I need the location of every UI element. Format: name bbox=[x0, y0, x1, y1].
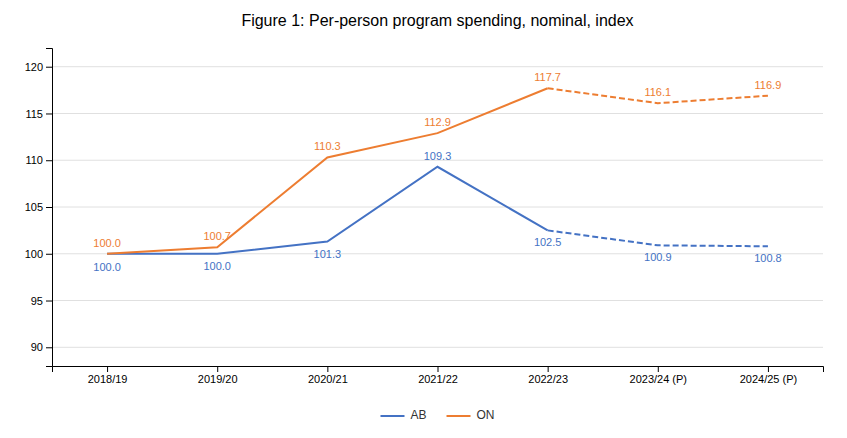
tick-label: 2024/25 (P) bbox=[740, 373, 797, 385]
series-line bbox=[107, 167, 548, 254]
tick-mark bbox=[46, 207, 52, 208]
tick: 115 bbox=[25, 107, 52, 119]
tick-label: 95 bbox=[31, 295, 43, 307]
tick: 2020/21 bbox=[308, 366, 348, 385]
data-label: 112.9 bbox=[424, 116, 451, 128]
tick-label: 120 bbox=[25, 61, 43, 73]
tick-label: 110 bbox=[25, 154, 43, 166]
tick: 2021/22 bbox=[418, 366, 458, 385]
tick: 2019/20 bbox=[198, 366, 238, 385]
legend: AB ON bbox=[380, 408, 494, 422]
axis-line bbox=[46, 49, 53, 367]
lines bbox=[107, 88, 768, 254]
tick-label: 2018/19 bbox=[88, 373, 128, 385]
tick-label: 2020/21 bbox=[308, 373, 348, 385]
legend-item: ON bbox=[447, 408, 495, 422]
grid-line bbox=[52, 66, 823, 67]
legend-item: AB bbox=[380, 408, 426, 422]
tick: 95 bbox=[31, 295, 52, 307]
data-label: 100.0 bbox=[203, 260, 231, 272]
y-axis: 90 95 100 105 110 115 120 bbox=[25, 49, 53, 367]
tick-label: 2021/22 bbox=[418, 373, 458, 385]
tick: 120 bbox=[25, 61, 52, 73]
tick-mark bbox=[107, 366, 108, 372]
grid bbox=[52, 67, 823, 348]
data-label: 100.0 bbox=[93, 237, 121, 249]
data-label: 117.7 bbox=[534, 71, 561, 83]
tick: 2023/24 (P) bbox=[630, 366, 687, 385]
tick-mark bbox=[438, 366, 439, 372]
tick-mark bbox=[327, 366, 328, 372]
data-label: 110.3 bbox=[314, 140, 341, 152]
tick-mark bbox=[46, 160, 52, 161]
legend-label: AB bbox=[410, 408, 426, 422]
data-label: 100.0 bbox=[93, 261, 121, 273]
tick-mark bbox=[658, 366, 659, 372]
grid-line bbox=[52, 347, 823, 348]
legend-swatch bbox=[447, 415, 471, 417]
tick-label: 90 bbox=[31, 341, 43, 353]
tick-label: 105 bbox=[25, 201, 43, 213]
grid-line bbox=[52, 207, 823, 208]
tick-mark bbox=[46, 301, 52, 302]
tick-mark bbox=[548, 366, 549, 372]
tick: 105 bbox=[25, 201, 52, 213]
tick-label: 2023/24 (P) bbox=[630, 373, 687, 385]
data-label: 101.3 bbox=[314, 248, 342, 260]
tick-mark bbox=[768, 366, 769, 372]
data-label: 100.9 bbox=[644, 251, 672, 263]
tick-label: 2022/23 bbox=[528, 373, 568, 385]
tick-label: 115 bbox=[25, 107, 43, 119]
x-axis: 2018/19 2019/20 2020/21 2021/22 2022/23 2023/… bbox=[53, 366, 824, 385]
tick-mark bbox=[46, 67, 52, 68]
grid-line bbox=[52, 300, 823, 301]
tick-label: 100 bbox=[25, 248, 43, 260]
tick: 2018/19 bbox=[88, 366, 128, 385]
tick-mark bbox=[46, 347, 52, 348]
tick-mark bbox=[46, 113, 52, 114]
chart: 90 95 100 105 110 115 120 2018/19 2019/20 2020/21… bbox=[0, 0, 847, 438]
legend-label: ON bbox=[477, 408, 495, 422]
tick-mark bbox=[217, 366, 218, 372]
tick: 110 bbox=[25, 154, 52, 166]
axis-line bbox=[53, 367, 824, 373]
data-label: 100.7 bbox=[203, 230, 231, 242]
data-labels: 100.0 100.0 101.3 109.3 102.5 100.9 100.8 100.0… bbox=[93, 71, 781, 273]
data-label: 109.3 bbox=[424, 150, 452, 162]
legend-swatch bbox=[380, 415, 404, 417]
tick-mark bbox=[46, 254, 52, 255]
grid-line bbox=[52, 113, 823, 114]
plot: 90 95 100 105 110 115 120 2018/19 2019/20 2020/21… bbox=[25, 49, 824, 385]
tick-label: 2019/20 bbox=[198, 373, 238, 385]
data-label: 116.9 bbox=[755, 79, 782, 91]
data-label: 102.5 bbox=[534, 236, 562, 248]
data-label: 116.1 bbox=[644, 86, 671, 98]
series-line bbox=[548, 230, 768, 246]
data-label: 100.8 bbox=[754, 252, 782, 264]
tick: 90 bbox=[31, 341, 52, 353]
series-line bbox=[107, 88, 548, 254]
tick: 2024/25 (P) bbox=[740, 366, 797, 385]
tick: 100 bbox=[25, 248, 52, 260]
tick: 2022/23 bbox=[528, 366, 568, 385]
title: Figure 1: Per-person program spending, n… bbox=[241, 12, 633, 29]
